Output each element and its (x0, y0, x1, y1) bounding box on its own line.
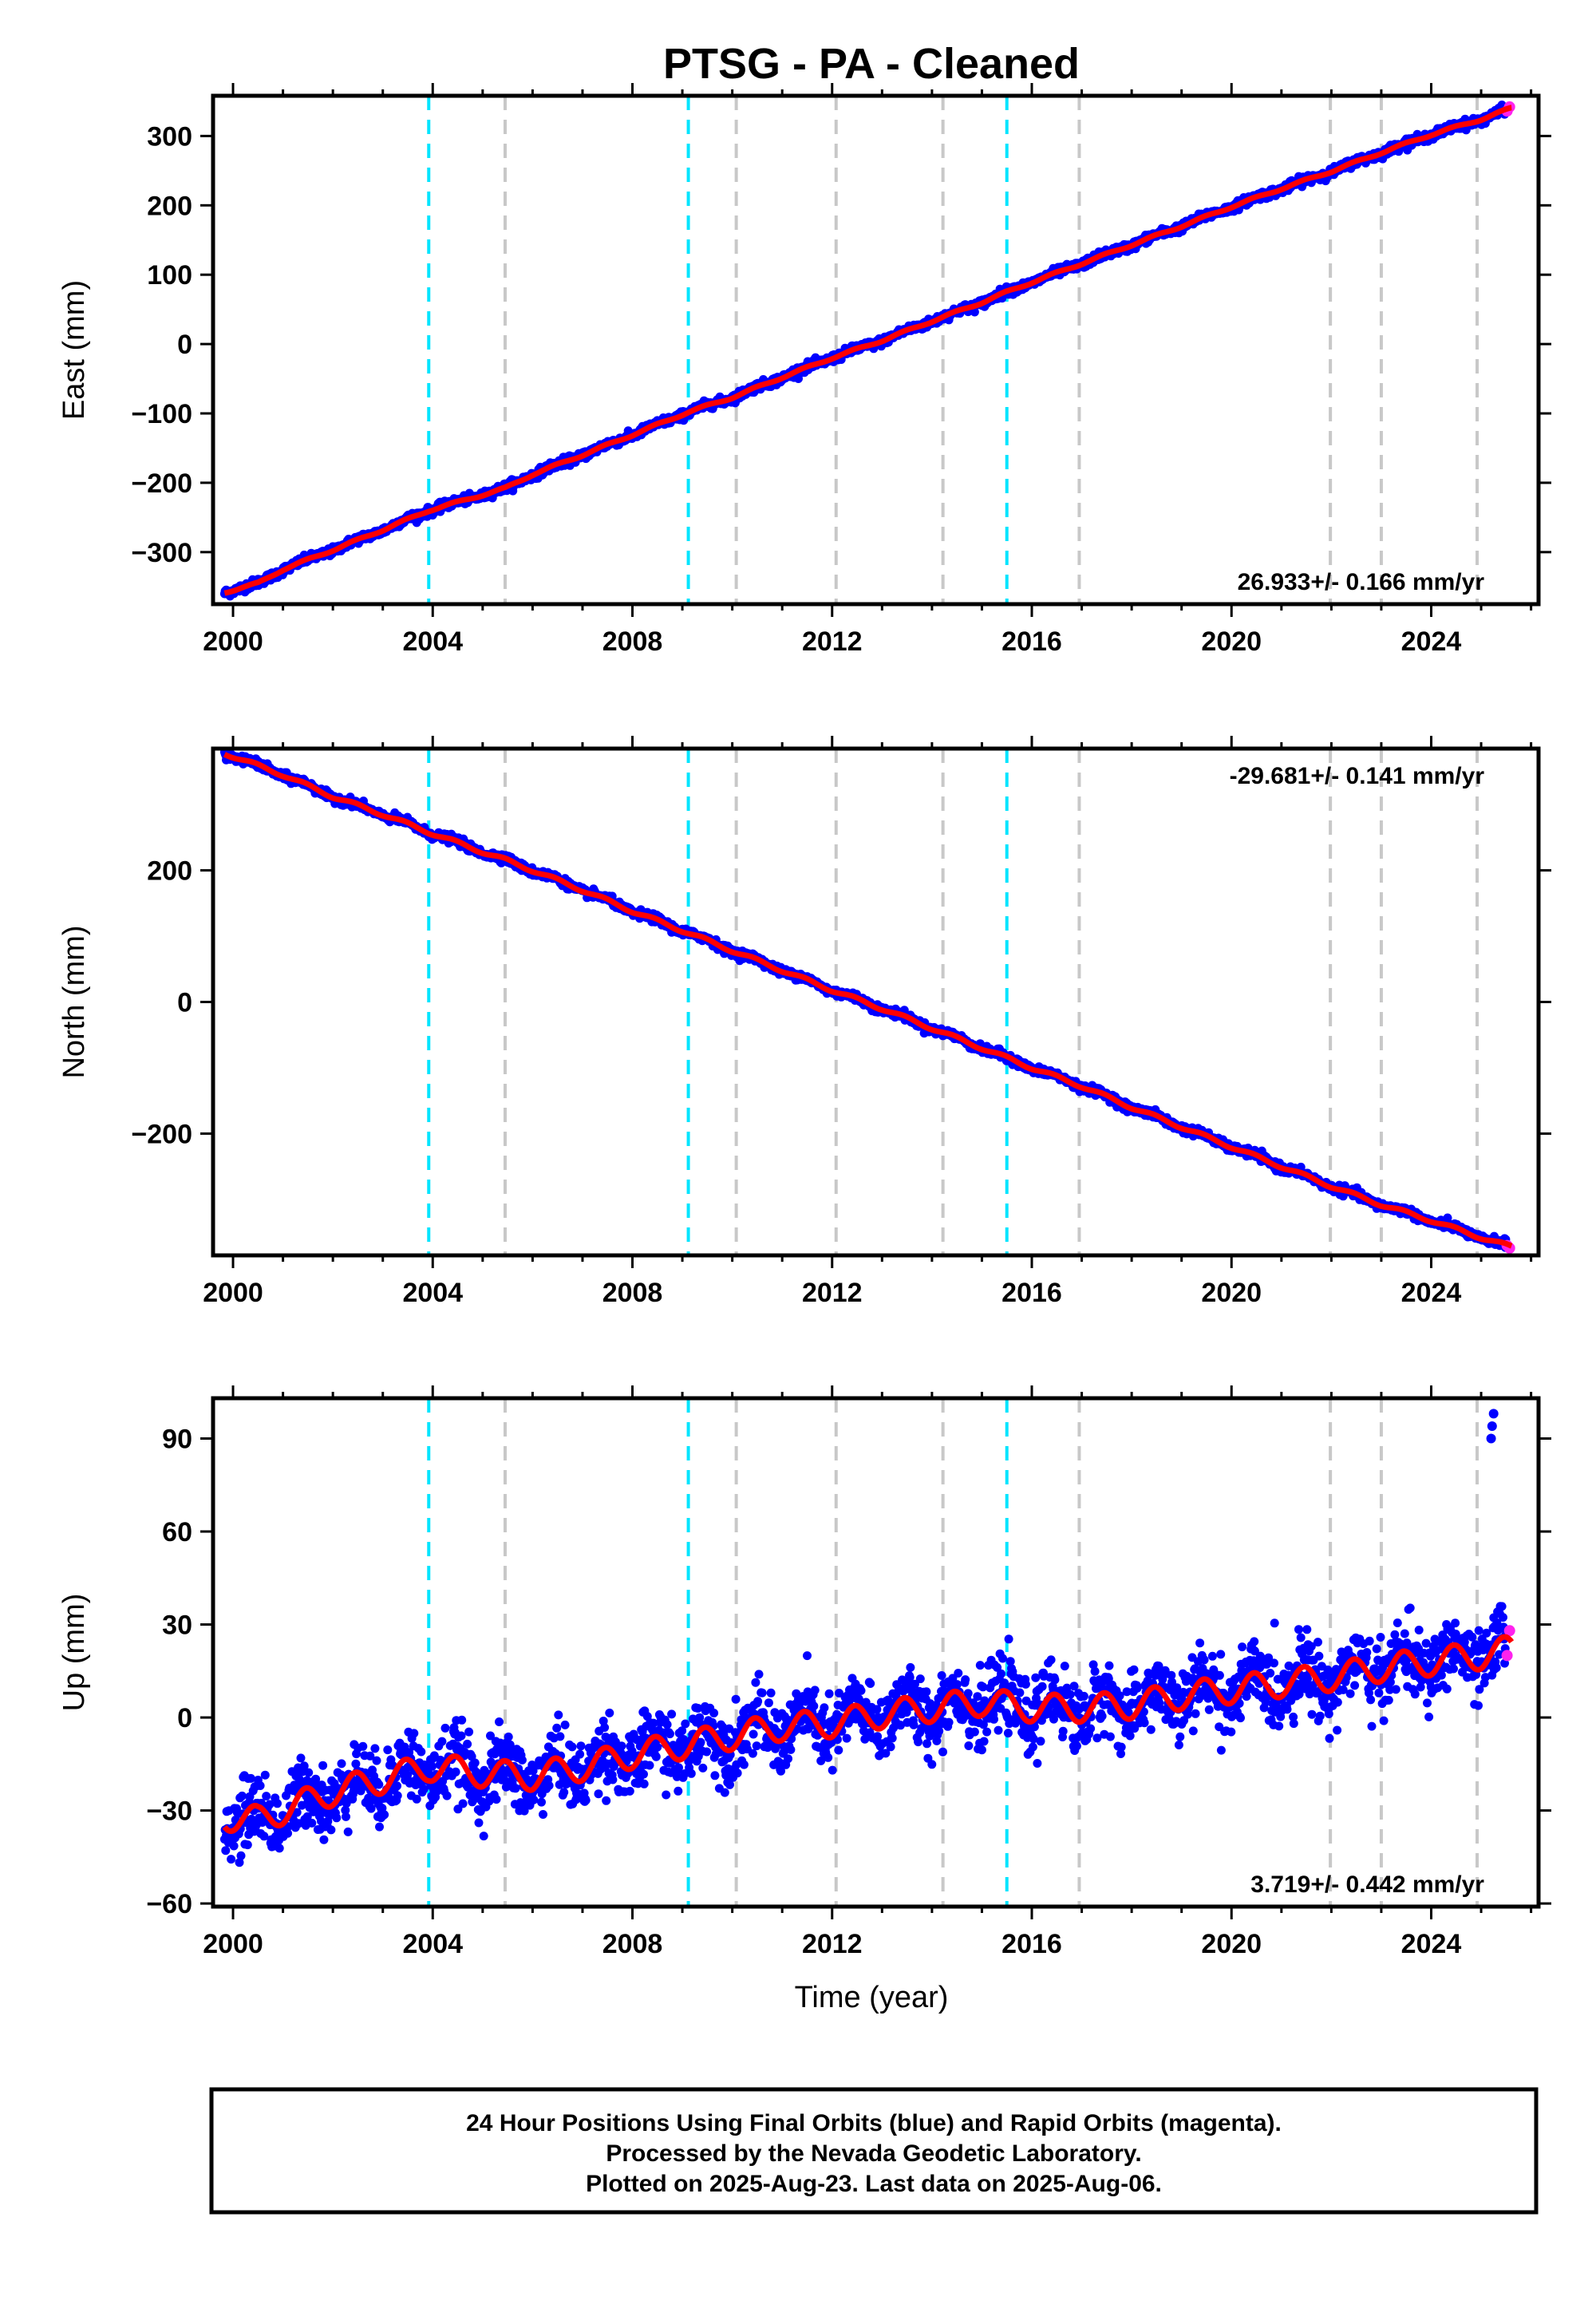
x-tick-label: 2008 (602, 1278, 663, 1308)
data-point (229, 1841, 239, 1851)
up-panel: 2000 2004 2008 2012 2016 2020 2024−60−30030609… (57, 1385, 1551, 1959)
y-tick-label: 300 (147, 121, 192, 152)
data-point (262, 1792, 271, 1801)
y-tick-label: −100 (131, 399, 192, 429)
data-point (273, 1799, 282, 1808)
up-final-orbit-points (219, 1409, 1511, 1867)
x-tick-label: 2000 (203, 626, 263, 657)
x-tick-label: 2012 (802, 1278, 863, 1308)
data-point (236, 1851, 246, 1860)
y-tick-label: −200 (131, 1119, 192, 1149)
x-tick-label: 2024 (1401, 626, 1462, 657)
y-tick-label: 100 (147, 260, 192, 290)
velocity-label: -29.681+/- 0.141 mm/yr (1230, 763, 1485, 789)
north-panel: 2000 2004 2008 2012 2016 2020 2024 −200 0 200 Nort… (57, 736, 1551, 1308)
x-tick-label: 2020 (1201, 1278, 1262, 1308)
data-point (255, 1781, 265, 1790)
y-tick-label: −200 (131, 468, 192, 499)
velocity-label: 26.933+/- 0.166 mm/yr (1238, 569, 1485, 595)
data-point (275, 1844, 284, 1853)
x-tick-label: 2004 (402, 1278, 463, 1308)
x-tick-label: 2016 (1001, 626, 1062, 657)
data-point (221, 1846, 231, 1856)
east-panel: 2000 2004 2008 2012 2016 2020 2024−300−200−100… (57, 83, 1551, 657)
data-point (260, 1770, 270, 1780)
x-tick-label: 2004 (402, 626, 463, 657)
east-axis-label: East (mm) (57, 280, 91, 420)
x-tick-label: 2024 (1401, 1278, 1462, 1308)
x-tick-label: 2000 (203, 1278, 263, 1308)
data-point (970, 307, 979, 317)
y-tick-label: 0 (177, 330, 192, 360)
x-tick-label: 2016 (1001, 1278, 1062, 1308)
figure-title: PTSG - PA - Cleaned (663, 40, 1080, 88)
data-point (237, 1791, 247, 1800)
x-tick-label: 2012 (802, 626, 863, 657)
data-point (227, 1855, 236, 1864)
y-tick-label: 0 (177, 988, 192, 1018)
y-tick-label: 200 (147, 856, 192, 887)
y-tick-label: −300 (131, 538, 192, 568)
x-tick-label: 2008 (602, 626, 663, 657)
x-tick-label: 2020 (1201, 626, 1262, 657)
y-tick-label: 200 (147, 191, 192, 221)
data-point (243, 1840, 252, 1850)
north-axis-label: North (mm) (57, 925, 91, 1078)
